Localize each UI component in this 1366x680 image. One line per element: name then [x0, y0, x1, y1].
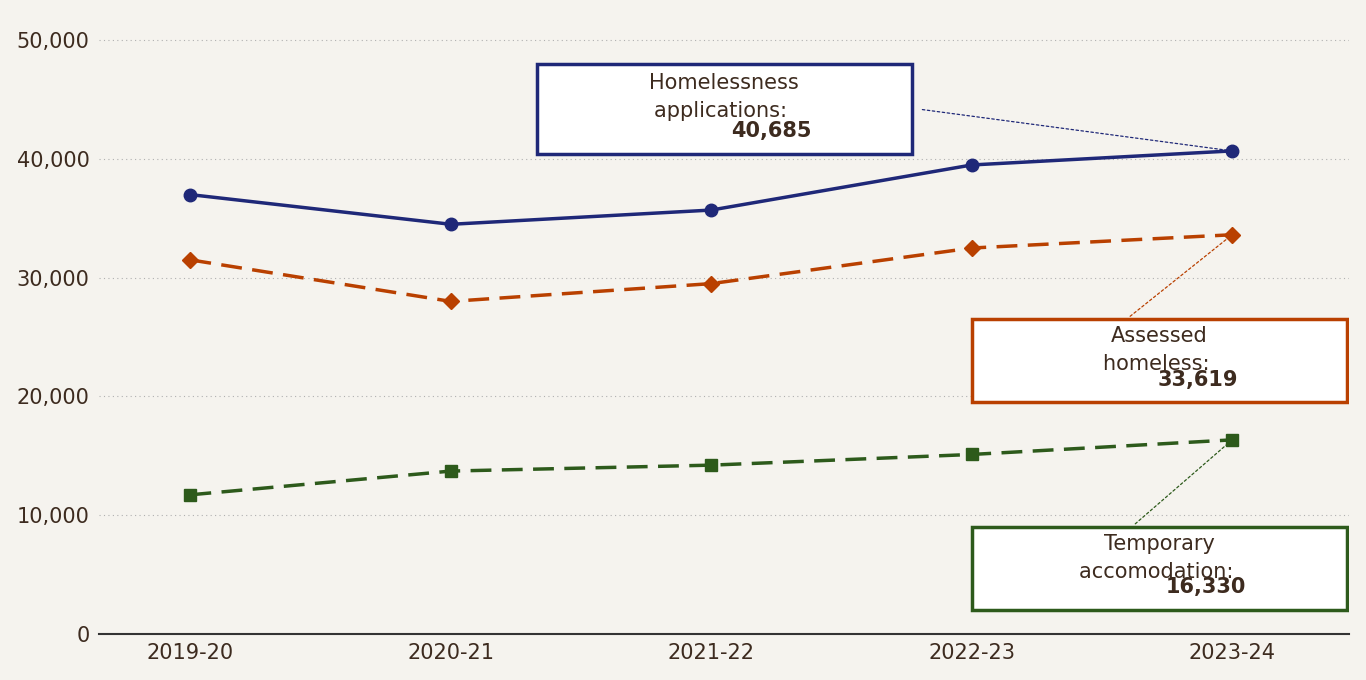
Text: Temporary
accomodation:: Temporary accomodation: [1079, 534, 1240, 581]
FancyBboxPatch shape [537, 64, 912, 154]
Text: Assessed
homeless:: Assessed homeless: [1102, 326, 1216, 374]
Text: Homelessness
applications:: Homelessness applications: [649, 73, 799, 121]
FancyBboxPatch shape [971, 527, 1347, 610]
FancyBboxPatch shape [971, 319, 1347, 403]
Text: 33,619: 33,619 [1158, 370, 1239, 390]
Text: 40,685: 40,685 [731, 120, 811, 141]
Text: 16,330: 16,330 [1167, 577, 1246, 597]
